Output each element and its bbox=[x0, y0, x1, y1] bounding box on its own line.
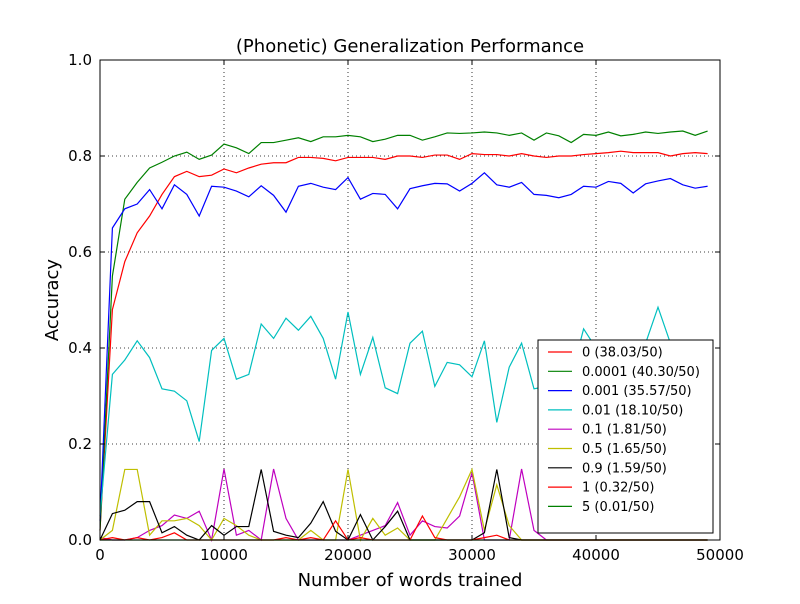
x-tick-label: 0 bbox=[95, 546, 105, 564]
chart-title: (Phonetic) Generalization Performance bbox=[236, 36, 584, 57]
y-tick-label: 0.8 bbox=[68, 147, 92, 165]
legend-entry: 1 (0.32/50) bbox=[582, 481, 654, 496]
x-tick-label: 20000 bbox=[324, 546, 372, 564]
y-tick-label: 0.0 bbox=[68, 531, 92, 549]
x-tick-label: 10000 bbox=[200, 546, 248, 564]
plot-frame bbox=[99, 59, 721, 541]
legend-entry: 0.001 (35.57/50) bbox=[582, 384, 692, 399]
series-line-1 bbox=[99, 130, 708, 531]
legend-entry: 0 (38.03/50) bbox=[582, 346, 663, 361]
legend-entry: 5 (0.01/50) bbox=[582, 500, 654, 515]
legend-entry: 0.1 (1.81/50) bbox=[582, 423, 667, 438]
legend-entry: 0.9 (1.59/50) bbox=[582, 461, 667, 476]
x-tick-label: 40000 bbox=[572, 546, 620, 564]
x-tick-label: 50000 bbox=[696, 546, 744, 564]
x-tick-label: 30000 bbox=[448, 546, 496, 564]
axis-ticks: 0 10000 20000 30000 40000 50000 0.0 0.2 0.4 0.6 0.… bbox=[68, 51, 744, 564]
legend-entry: 0.0001 (40.30/50) bbox=[582, 365, 700, 380]
series-line-0 bbox=[99, 150, 708, 531]
legend-entry: 0.01 (18.10/50) bbox=[582, 403, 683, 418]
y-tick-label: 1.0 bbox=[68, 51, 92, 69]
y-tick-label: 0.6 bbox=[68, 243, 92, 261]
legend: 0 (38.03/50) 0.0001 (40.30/50) 0.001 (35.5… bbox=[537, 339, 714, 534]
y-axis-label: Accuracy bbox=[42, 259, 63, 342]
legend-box bbox=[537, 339, 714, 534]
y-tick-label: 0.2 bbox=[68, 435, 92, 453]
y-tick-label: 0.4 bbox=[68, 339, 92, 357]
legend-entry: 0.5 (1.65/50) bbox=[582, 442, 667, 457]
x-axis-label: Number of words trained bbox=[298, 570, 523, 591]
series-line-2 bbox=[99, 171, 708, 521]
